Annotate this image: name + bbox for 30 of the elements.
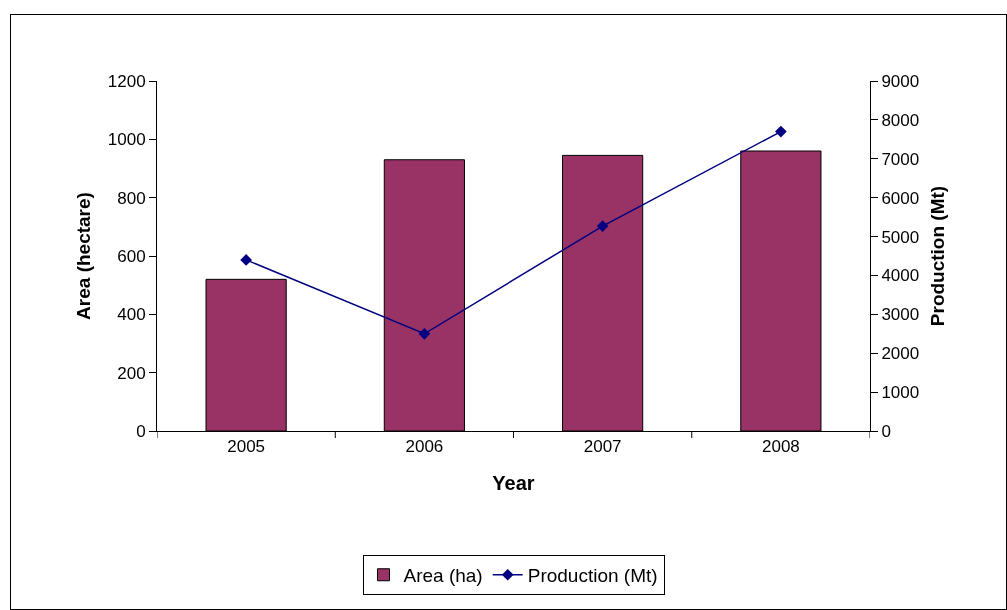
legend-label: Area (ha) — [403, 565, 483, 587]
y-tick-label: 600 — [117, 246, 146, 266]
x-axis-title: Year — [492, 471, 535, 494]
x-tick-label: 2007 — [583, 437, 622, 457]
legend-label: Production (Mt) — [527, 565, 658, 587]
x-tick-label: 2005 — [227, 437, 266, 457]
y-tick-label: 200 — [117, 363, 146, 383]
y2-tick-label: 3000 — [881, 305, 920, 325]
y2-tick-label: 2000 — [881, 344, 920, 364]
y2-tick-label: 4000 — [881, 266, 920, 286]
x-tick-label: 2008 — [761, 437, 800, 457]
y2-tick-label: 5000 — [881, 227, 920, 247]
y-tick-label: 1200 — [107, 71, 146, 91]
y2-tick-label: 8000 — [881, 110, 920, 130]
y-tick-label: 400 — [117, 305, 146, 325]
y2-tick-label: 9000 — [881, 71, 920, 91]
point — [596, 220, 609, 232]
point — [418, 327, 431, 340]
y2-tick-label: 6000 — [881, 188, 920, 208]
y-tick-label: 1000 — [107, 130, 146, 150]
y-tick-label: 0 — [136, 421, 146, 441]
y2-tick-label: 7000 — [881, 149, 920, 169]
y2-tick-label: 1000 — [881, 383, 920, 403]
y-tick-label: 800 — [117, 188, 146, 208]
y-axis-title: Area (hectare) — [72, 192, 94, 320]
x-tick-label: 2006 — [405, 437, 444, 457]
point — [775, 125, 787, 138]
point — [240, 254, 252, 266]
y2-tick-label: 0 — [881, 421, 891, 441]
y2-axis-title: Production (Mt) — [927, 185, 949, 327]
